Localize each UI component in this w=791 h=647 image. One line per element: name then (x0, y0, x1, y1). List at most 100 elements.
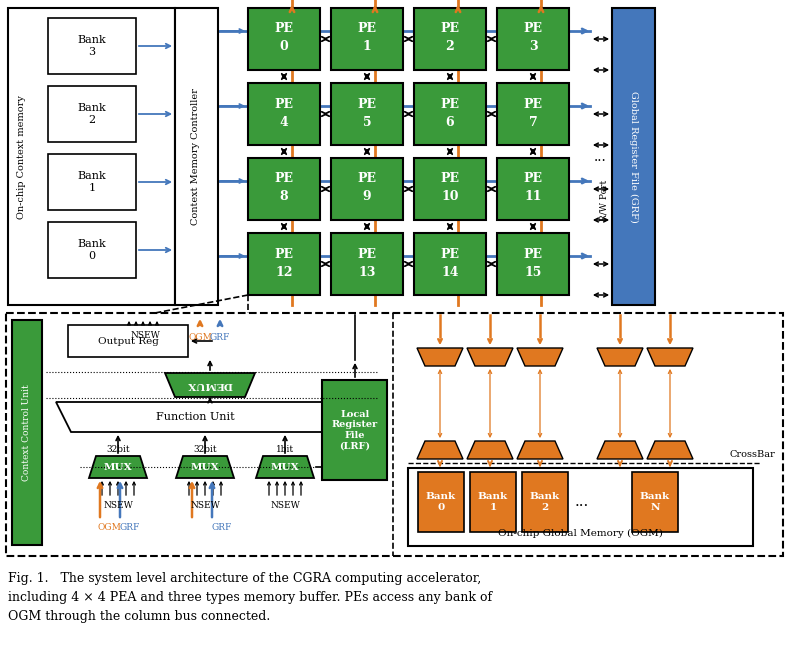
Text: Context Memory Controller: Context Memory Controller (191, 89, 200, 225)
Text: PE: PE (358, 173, 377, 186)
Text: CrossBar: CrossBar (730, 450, 776, 459)
Text: PE: PE (441, 248, 460, 261)
Bar (8, 8, 175, 305)
Text: Bank
2: Bank 2 (530, 492, 560, 512)
Bar (248, 158, 320, 220)
Polygon shape (647, 348, 693, 366)
Text: PE: PE (441, 98, 460, 111)
Text: R/W Port: R/W Port (600, 179, 608, 221)
Text: MUX: MUX (104, 463, 132, 472)
Text: Global Register File (GRF): Global Register File (GRF) (630, 91, 638, 223)
Bar (497, 8, 569, 70)
Polygon shape (467, 441, 513, 459)
Bar (522, 472, 568, 532)
Bar (248, 233, 320, 295)
Bar (331, 233, 403, 295)
Polygon shape (597, 441, 643, 459)
Text: Function Unit: Function Unit (156, 412, 234, 422)
Text: OGM: OGM (97, 523, 121, 532)
Text: MUX: MUX (271, 463, 299, 472)
Text: 32bit: 32bit (193, 446, 217, 454)
Bar (470, 472, 516, 532)
Text: NSEW: NSEW (190, 501, 220, 510)
Text: MUX: MUX (191, 463, 219, 472)
Text: Local
Register
File
(LRF): Local Register File (LRF) (332, 410, 378, 450)
Text: ...: ... (593, 150, 607, 164)
Text: 12: 12 (275, 265, 293, 278)
Bar (331, 8, 403, 70)
Text: PE: PE (441, 173, 460, 186)
Text: GRF: GRF (212, 523, 233, 532)
Text: 1bit: 1bit (276, 446, 294, 454)
Polygon shape (56, 402, 340, 432)
Text: On-chip Context memory: On-chip Context memory (17, 95, 27, 219)
Bar (322, 380, 387, 480)
Bar (175, 8, 218, 305)
Polygon shape (165, 373, 255, 397)
Bar (408, 468, 753, 546)
Text: NSEW: NSEW (130, 331, 160, 340)
Text: PE: PE (524, 98, 543, 111)
Text: 4: 4 (280, 116, 289, 129)
Text: PE: PE (274, 98, 293, 111)
Text: Bank
1: Bank 1 (78, 171, 106, 193)
Text: 10: 10 (441, 190, 459, 204)
Bar (331, 83, 403, 145)
Bar (48, 18, 136, 74)
Text: GRF: GRF (120, 523, 140, 532)
Bar (6, 313, 783, 556)
Text: 13: 13 (358, 265, 376, 278)
Polygon shape (467, 348, 513, 366)
Polygon shape (176, 456, 234, 478)
Text: PE: PE (524, 173, 543, 186)
Bar (632, 472, 678, 532)
Text: NSEW: NSEW (270, 501, 300, 510)
Text: Output Reg: Output Reg (97, 336, 158, 345)
Text: PE: PE (524, 23, 543, 36)
Polygon shape (517, 348, 563, 366)
Text: OGM through the column bus connected.: OGM through the column bus connected. (8, 610, 271, 623)
Text: DEMUX: DEMUX (187, 380, 233, 389)
Text: including 4 × 4 PEA and three types memory buffer. PEs access any bank of: including 4 × 4 PEA and three types memo… (8, 591, 492, 604)
Polygon shape (256, 456, 314, 478)
Text: PE: PE (358, 248, 377, 261)
Text: Context Control Unit: Context Control Unit (22, 384, 32, 481)
Text: 7: 7 (528, 116, 537, 129)
Bar (414, 8, 486, 70)
Text: 15: 15 (524, 265, 542, 278)
Text: PE: PE (358, 23, 377, 36)
Text: NSEW: NSEW (103, 501, 133, 510)
Text: PE: PE (358, 98, 377, 111)
Text: 0: 0 (280, 41, 289, 54)
Text: 1: 1 (362, 41, 372, 54)
Text: Bank
0: Bank 0 (78, 239, 106, 261)
Text: PE: PE (441, 23, 460, 36)
Polygon shape (417, 348, 463, 366)
Text: 6: 6 (445, 116, 454, 129)
Bar (414, 83, 486, 145)
Polygon shape (647, 441, 693, 459)
Bar (12, 320, 42, 545)
Bar (48, 222, 136, 278)
Text: Bank
N: Bank N (640, 492, 670, 512)
Text: 8: 8 (280, 190, 288, 204)
Bar (248, 83, 320, 145)
Bar (48, 154, 136, 210)
Text: 2: 2 (445, 41, 454, 54)
Text: GRF: GRF (210, 333, 230, 342)
Text: 11: 11 (524, 190, 542, 204)
Text: PE: PE (274, 173, 293, 186)
Text: PE: PE (524, 248, 543, 261)
Text: Bank
0: Bank 0 (426, 492, 456, 512)
Polygon shape (417, 441, 463, 459)
Text: 32bit: 32bit (106, 446, 130, 454)
Text: Bank
3: Bank 3 (78, 35, 106, 57)
Text: PE: PE (274, 23, 293, 36)
Bar (497, 83, 569, 145)
Polygon shape (597, 348, 643, 366)
Polygon shape (517, 441, 563, 459)
Text: Fig. 1.   The system level architecture of the CGRA computing accelerator,: Fig. 1. The system level architecture of… (8, 572, 481, 585)
Bar (418, 472, 464, 532)
Text: On-chip Global Memory (OGM): On-chip Global Memory (OGM) (498, 529, 662, 538)
Bar (331, 158, 403, 220)
